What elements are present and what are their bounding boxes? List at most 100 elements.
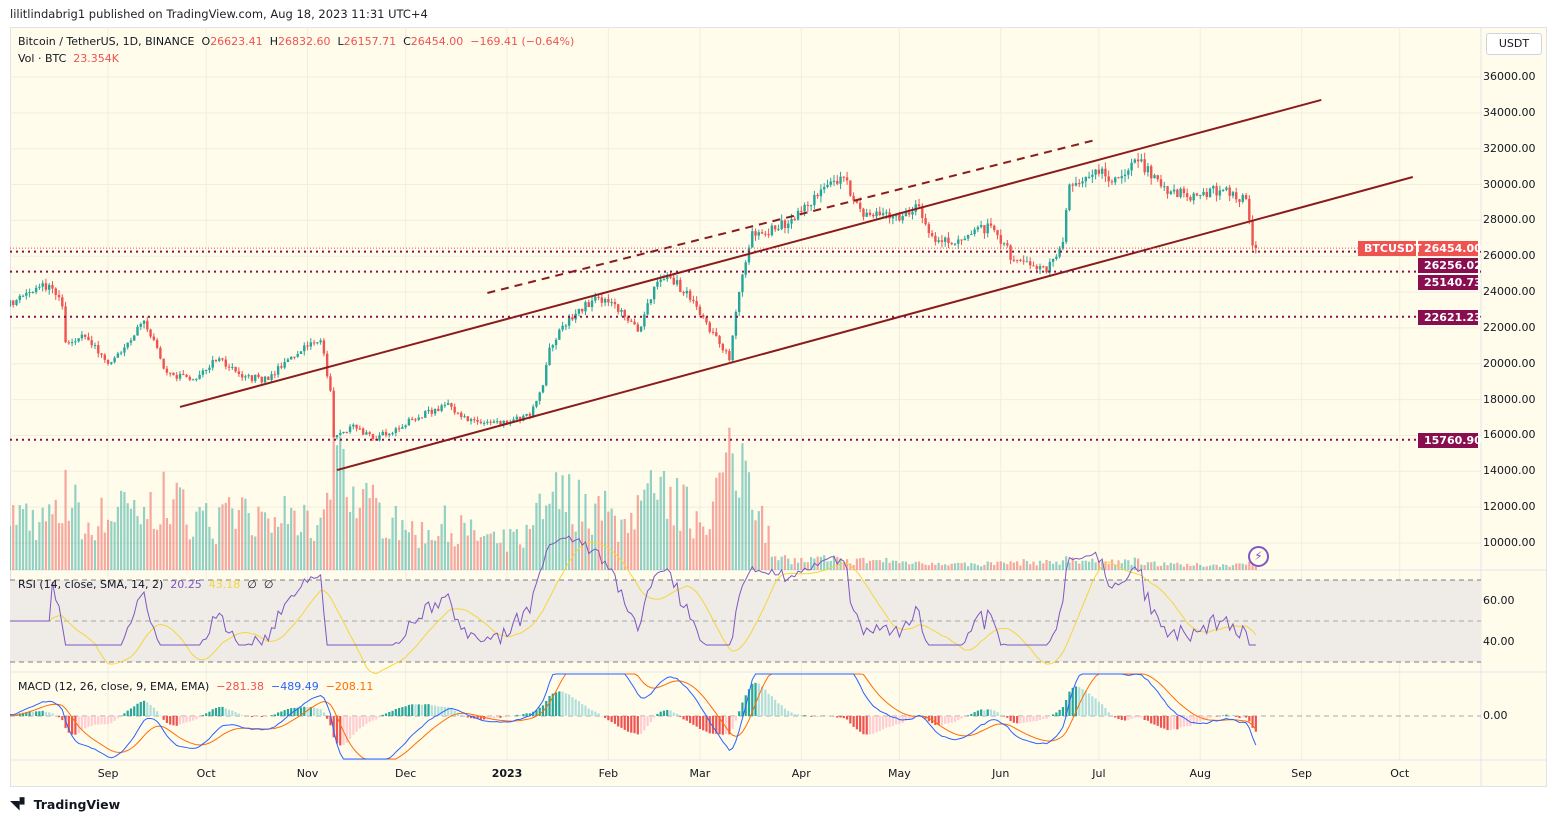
volume-bar — [348, 511, 352, 570]
candle-body — [773, 225, 777, 230]
macd-histogram-bar — [1137, 716, 1140, 718]
candle-body — [1192, 193, 1195, 201]
macd-histogram-bar — [800, 715, 803, 716]
volume-bar — [84, 533, 87, 570]
macd-histogram-bar — [159, 715, 162, 716]
macd-histogram-bar — [306, 707, 309, 716]
candle-body — [911, 211, 914, 215]
candle-body — [1114, 177, 1117, 183]
candle-body — [868, 212, 872, 215]
macd-histogram-bar — [610, 716, 613, 723]
candle-body — [754, 231, 757, 236]
macd-histogram-bar — [1182, 716, 1185, 727]
macd-histogram-bar — [381, 714, 384, 716]
candle-body — [384, 431, 388, 436]
volume-bar — [1006, 564, 1009, 570]
candle-body — [1221, 189, 1225, 191]
currency-button[interactable]: USDT — [1486, 33, 1542, 55]
candle-body — [643, 314, 646, 327]
macd-hist-value: −281.38 — [216, 680, 264, 693]
macd-histogram-bar — [365, 716, 368, 724]
volume-bar — [620, 519, 623, 570]
macd-histogram-bar — [1009, 716, 1012, 722]
macd-histogram-bar — [1150, 716, 1153, 724]
volume-bar — [123, 492, 126, 570]
candle-body — [227, 366, 231, 368]
macd-histogram-bar — [35, 711, 38, 716]
macd-histogram-bar — [133, 706, 136, 716]
volume-bar — [1038, 560, 1042, 570]
candle-body — [293, 356, 296, 358]
low-value: 26157.71 — [343, 35, 397, 48]
volume-bar — [443, 505, 446, 570]
candle-body — [538, 392, 541, 401]
candle-body — [793, 218, 796, 220]
candle-body — [214, 360, 218, 362]
lightning-icon[interactable]: ⚡ — [1248, 546, 1269, 567]
macd-histogram-bar — [388, 712, 391, 716]
macd-histogram-bar — [466, 716, 469, 718]
macd-histogram-bar — [770, 696, 773, 716]
rsi-axis-label: 60.00 — [1483, 593, 1515, 607]
volume-bar — [57, 523, 61, 570]
volume-bar — [1002, 562, 1006, 570]
macd-label[interactable]: MACD (12, 26, close, 9, EMA, EMA) — [18, 680, 210, 693]
candle-body — [685, 290, 689, 294]
volume-bar — [1120, 563, 1123, 570]
volume-bar — [1022, 559, 1025, 570]
volume-bar — [1254, 565, 1257, 570]
volume-bar — [345, 497, 348, 570]
symbol-title[interactable]: Bitcoin / TetherUS, 1D, BINANCE — [18, 35, 195, 48]
candle-body — [885, 212, 888, 214]
candle-body — [460, 412, 463, 417]
volume-bar — [479, 537, 482, 570]
candle-body — [1153, 175, 1156, 179]
macd-histogram-bar — [352, 716, 355, 735]
volume-bar — [525, 524, 528, 570]
macd-histogram-bar — [1058, 709, 1061, 716]
volume-bar — [1084, 560, 1087, 570]
candle-body — [1238, 199, 1241, 202]
candle-body — [267, 376, 270, 380]
candle-body — [705, 317, 708, 323]
volume-bar — [741, 443, 744, 570]
macd-histogram-bar — [417, 704, 420, 716]
macd-histogram-bar — [126, 710, 129, 716]
volume-bar — [205, 503, 208, 570]
macd-histogram-bar — [335, 716, 339, 744]
volume-bar — [528, 528, 531, 570]
macd-histogram-bar — [103, 716, 106, 725]
candle-body — [1123, 174, 1127, 177]
candle-body — [195, 378, 198, 380]
tradingview-logo[interactable]: ◥▘ TradingView — [10, 797, 120, 812]
volume-bar — [296, 535, 299, 570]
macd-histogram-bar — [989, 709, 993, 716]
volume-bar — [760, 505, 764, 570]
candle-body — [391, 432, 394, 434]
candle-body — [525, 413, 528, 416]
volume-bar — [332, 423, 335, 570]
candle-body — [250, 375, 254, 381]
chart-canvas[interactable] — [10, 27, 1547, 787]
volume-bar — [545, 505, 548, 570]
volume-bar — [18, 505, 21, 570]
macd-histogram-bar — [1104, 708, 1107, 716]
candle-body — [1169, 191, 1173, 194]
candle-body — [433, 408, 437, 414]
macd-histogram-bar — [201, 715, 204, 716]
volume-bar — [316, 525, 319, 570]
volume-bar — [116, 506, 119, 570]
macd-histogram-bar — [535, 709, 538, 716]
candle-body — [469, 419, 473, 422]
volume-bar — [492, 531, 496, 570]
volume-bar — [322, 509, 325, 570]
candle-body — [466, 416, 469, 422]
level-tag: 22621.23 — [1418, 310, 1482, 325]
candle-body — [590, 300, 594, 308]
candle-body — [64, 306, 67, 343]
volume-bar — [293, 510, 296, 570]
candle-body — [587, 302, 590, 308]
volume-bar — [1068, 562, 1071, 570]
candle-body — [15, 299, 18, 305]
rsi-label[interactable]: RSI (14, close, SMA, 14, 2) — [18, 578, 164, 591]
